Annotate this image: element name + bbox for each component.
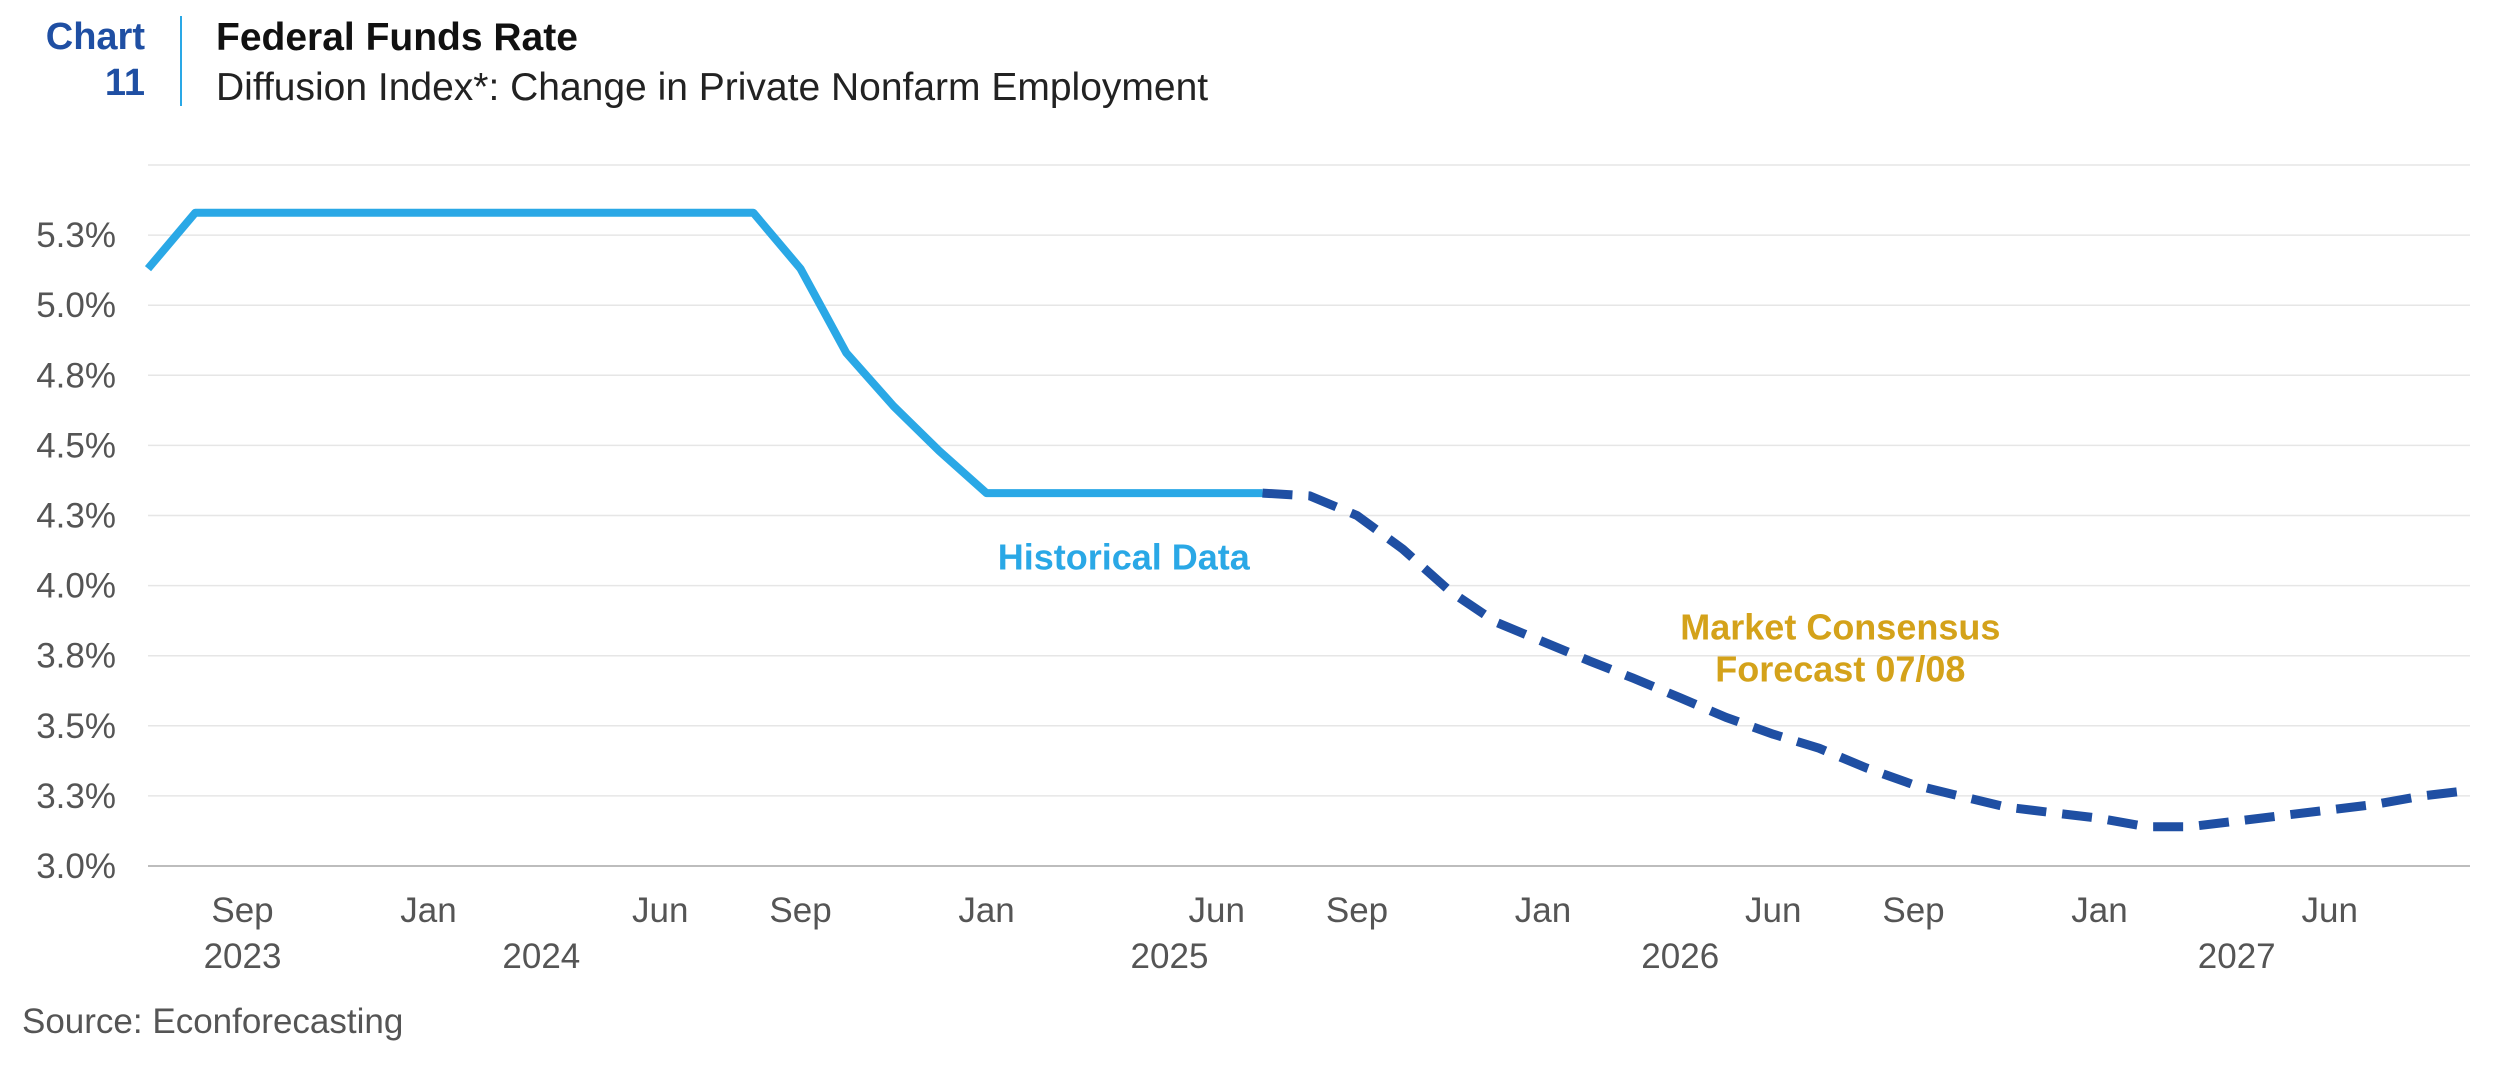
- line-chart: 3.0% 3.3% 3.5% 3.8% 4.0% 4.3% 4.5% 4.8% 5.0% 5.3%…: [36, 164, 2471, 976]
- y-axis: 3.0% 3.3% 3.5% 3.8% 4.0% 4.3% 4.5% 4.8% 5.0% 5.3%: [36, 216, 116, 886]
- x-tick-label: Jun: [2302, 891, 2358, 930]
- x-tick-label: Jan: [400, 891, 456, 930]
- x-year-label: 2025: [1131, 937, 1209, 976]
- y-tick-label: 3.8%: [36, 637, 116, 676]
- x-tick-label: Sep: [211, 891, 273, 930]
- chart-number-label: Chart 11: [20, 14, 145, 106]
- chart-title: Federal Funds Rate: [216, 16, 578, 59]
- y-tick-label: 3.3%: [36, 777, 116, 816]
- y-tick-label: 3.0%: [36, 847, 116, 886]
- source-note: Source: Econforecasting: [22, 1002, 404, 1041]
- historical-series-line: [144, 208, 1263, 498]
- x-axis: Sep 2023 Jan Jun Sep Jan Jun Sep Jan Jun Sep Jan Jun…: [204, 891, 2358, 976]
- y-tick-label: 4.0%: [36, 567, 116, 606]
- y-tick-label: 4.5%: [36, 426, 116, 465]
- x-year-label: 2026: [1641, 937, 1719, 976]
- x-tick-label: Sep: [1326, 891, 1388, 930]
- x-tick-label: Sep: [1882, 891, 1944, 930]
- forecast-label: Forecast 07/08: [1715, 649, 1965, 690]
- x-tick-label: Jan: [1515, 891, 1571, 930]
- header-divider: [180, 16, 182, 106]
- x-year-label: 2023: [204, 937, 282, 976]
- series-group: [144, 208, 2471, 832]
- x-year-label: 2024: [502, 937, 580, 976]
- x-tick-label: Jan: [958, 891, 1014, 930]
- chart-label-word: Chart: [45, 16, 145, 58]
- y-tick-label: 4.8%: [36, 356, 116, 395]
- forecast-series-line: [1262, 488, 2471, 832]
- x-tick-label: Jun: [1745, 891, 1801, 930]
- y-tick-label: 5.0%: [36, 286, 116, 325]
- x-tick-label: Jan: [2071, 891, 2127, 930]
- x-tick-label: Jun: [632, 891, 688, 930]
- historical-data-label: Historical Data: [998, 537, 1251, 578]
- y-tick-label: 5.3%: [36, 216, 116, 255]
- gridlines: [148, 164, 2470, 867]
- chart-subtitle: Diffusion Index*: Change in Private Nonf…: [216, 66, 1209, 109]
- x-tick-label: Jun: [1189, 891, 1245, 930]
- chart-label-number: 11: [104, 62, 145, 104]
- x-tick-label: Sep: [769, 891, 831, 930]
- y-tick-label: 3.5%: [36, 707, 116, 746]
- annotations-group: Historical Data Market ConsensusForecast …: [998, 537, 2001, 690]
- forecast-label: Market Consensus: [1680, 607, 2000, 648]
- y-tick-label: 4.3%: [36, 497, 116, 536]
- x-year-label: 2027: [2198, 937, 2276, 976]
